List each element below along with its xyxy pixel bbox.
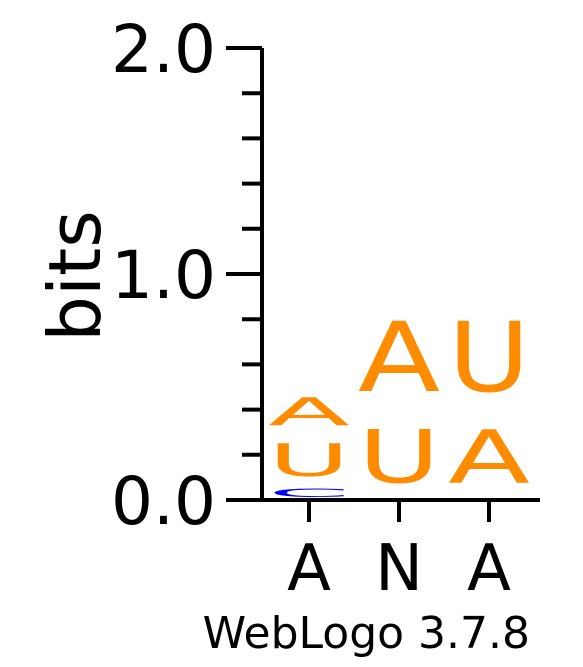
x-tick-label: N xyxy=(375,532,423,606)
x-tick-label: A xyxy=(287,532,331,606)
logo-letter-a: A xyxy=(358,301,440,414)
y-axis-ticks: 0.0 1.0 2.0 xyxy=(111,11,262,540)
logo-letter-u: U xyxy=(358,415,440,500)
logo-letter-u: U xyxy=(448,301,530,414)
logo-letter-u: U xyxy=(268,435,350,487)
y-tick-label: 1.0 xyxy=(111,237,216,314)
y-tick-label: 2.0 xyxy=(111,11,216,88)
logo-letter-a: A xyxy=(268,389,350,434)
x-tick-label: A xyxy=(467,532,511,606)
y-tick-label: 0.0 xyxy=(111,463,216,540)
footer-version-label: WebLogo 3.7.8 xyxy=(203,608,530,659)
logo-letter-c: C xyxy=(268,487,350,500)
y-axis-label: bits xyxy=(33,210,117,341)
logo-letter-a: A xyxy=(448,415,530,500)
